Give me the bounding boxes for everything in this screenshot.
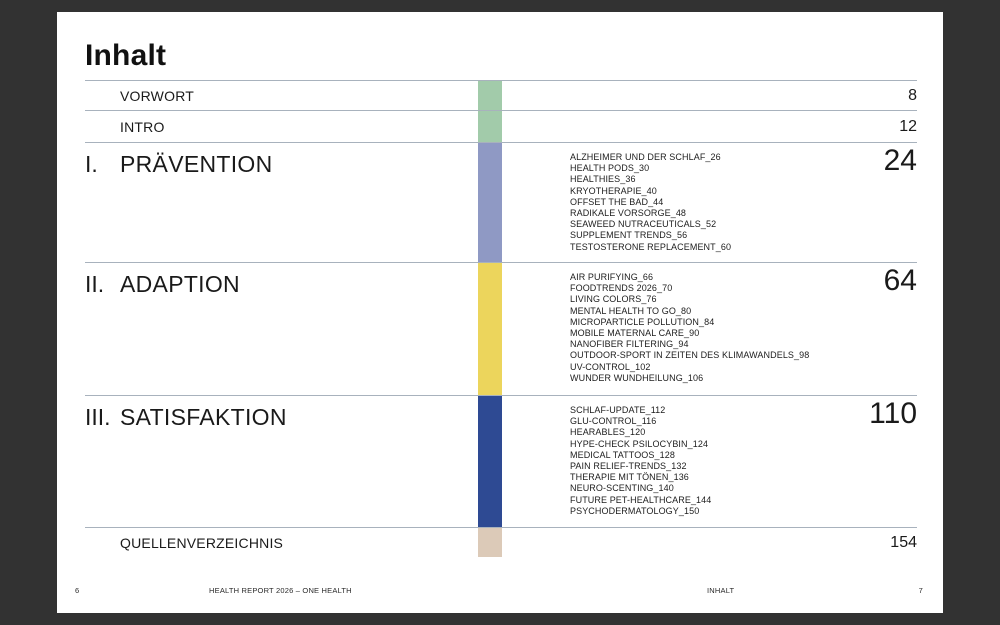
toc-row-adaption[interactable]: II. ADAPTION AIR PURIFYING_66 FOODTRENDS … xyxy=(85,262,917,395)
color-bar-satisfaktion xyxy=(478,396,502,527)
toc-row-label: INTRO xyxy=(120,118,165,135)
toc-sub-item: HEALTH PODS_30 xyxy=(570,163,650,174)
toc-sub-item: MENTAL HEALTH TO GO_80 xyxy=(570,305,692,316)
toc-sub-item-list: SCHLAF-UPDATE_112 GLU-CONTROL_116 HEARABLE… xyxy=(570,405,711,517)
toc-sub-item: PSYCHODERMATOLOGY_150 xyxy=(570,505,700,516)
toc-sub-item: WUNDER WUNDHEILUNG_106 xyxy=(570,372,704,383)
footer-left-page-number: 6 xyxy=(75,586,80,595)
toc-sub-item: SCHLAF-UPDATE_112 xyxy=(570,405,666,415)
document-page: Inhalt VORWORT 8 INTRO 12 I. PRÄVENTION … xyxy=(57,12,943,613)
toc-section-title: PRÄVENTION xyxy=(120,151,273,177)
color-bar-intro xyxy=(478,111,502,142)
color-bar-praevention xyxy=(478,143,502,262)
toc-row-label: QUELLENVERZEICHNIS xyxy=(120,534,284,551)
toc-sub-item: HEALTHIES_36 xyxy=(570,174,636,185)
toc-sub-item: OUTDOOR-SPORT IN ZEITEN DES KLIMAWANDELS… xyxy=(570,350,810,361)
toc-section-title: ADAPTION xyxy=(120,271,240,297)
toc-section-numeral: II. xyxy=(85,271,105,297)
toc-section-page-number: 110 xyxy=(869,397,917,430)
toc-row-intro[interactable]: INTRO 12 xyxy=(85,110,917,142)
color-bar-adaption xyxy=(478,263,502,395)
toc-sub-item: OFFSET THE BAD_44 xyxy=(570,196,664,207)
toc-row-label: VORWORT xyxy=(120,87,194,104)
toc-row-page-number: 12 xyxy=(899,117,917,135)
toc-row-quellenverzeichnis[interactable]: QUELLENVERZEICHNIS 154 xyxy=(85,527,917,557)
toc-sub-item: MEDICAL TATTOOS_128 xyxy=(570,449,675,460)
toc-section-page-number: 64 xyxy=(883,264,917,297)
toc-sub-item-list: AIR PURIFYING_66 FOODTRENDS 2026_70 LIVING… xyxy=(570,272,809,384)
toc-sub-item: HEARABLES_120 xyxy=(570,427,646,438)
toc-sub-item: AIR PURIFYING_66 xyxy=(570,272,654,282)
toc-sub-item-list: ALZHEIMER UND DER SCHLAF_26 HEALTH PODS_3… xyxy=(570,152,731,253)
footer-document-title: HEALTH REPORT 2026 – ONE HEALTH xyxy=(209,586,352,595)
toc-row-satisfaktion[interactable]: III. SATISFAKTION SCHLAF-UPDATE_112 GLU-C… xyxy=(85,395,917,527)
footer-section-name: INHALT xyxy=(707,586,735,595)
color-bar-vorwort xyxy=(478,81,502,110)
table-of-contents: VORWORT 8 INTRO 12 I. PRÄVENTION ALZHEIM… xyxy=(85,80,917,557)
toc-sub-item: UV-CONTROL_102 xyxy=(570,361,651,372)
page-footer: 6 HEALTH REPORT 2026 – ONE HEALTH INHALT… xyxy=(57,585,943,597)
toc-sub-item: MICROPARTICLE POLLUTION_84 xyxy=(570,316,715,327)
page-title: Inhalt xyxy=(85,39,167,72)
toc-sub-item: FOODTRENDS 2026_70 xyxy=(570,283,673,294)
footer-right-page-number: 7 xyxy=(918,586,923,595)
toc-row-page-number: 154 xyxy=(890,533,917,551)
toc-sub-item: MOBILE MATERNAL CARE_90 xyxy=(570,328,700,339)
toc-sub-item: SEAWEED NUTRACEUTICALS_52 xyxy=(570,219,717,230)
toc-sub-item: ALZHEIMER UND DER SCHLAF_26 xyxy=(570,152,721,162)
toc-sub-item: LIVING COLORS_76 xyxy=(570,294,657,305)
toc-sub-item: NANOFIBER FILTERING_94 xyxy=(570,339,689,350)
toc-sub-item: FUTURE PET-HEALTHCARE_144 xyxy=(570,494,712,505)
toc-sub-item: TESTOSTERONE REPLACEMENT_60 xyxy=(570,241,732,252)
toc-row-vorwort[interactable]: VORWORT 8 xyxy=(85,80,917,110)
toc-sub-item: RADIKALE VORSORGE_48 xyxy=(570,208,687,219)
toc-section-title: SATISFAKTION xyxy=(120,404,287,430)
toc-sub-item: SUPPLEMENT TRENDS_56 xyxy=(570,230,688,241)
toc-section-page-number: 24 xyxy=(883,144,917,177)
toc-sub-item: KRYOTHERAPIE_40 xyxy=(570,185,657,196)
toc-section-numeral: III. xyxy=(85,404,111,430)
color-bar-quellenverzeichnis xyxy=(478,528,502,557)
toc-row-praevention[interactable]: I. PRÄVENTION ALZHEIMER UND DER SCHLAF_2… xyxy=(85,142,917,262)
toc-sub-item: HYPE-CHECK PSILOCYBIN_124 xyxy=(570,438,709,449)
toc-sub-item: PAIN RELIEF-TRENDS_132 xyxy=(570,461,687,472)
toc-sub-item: THERAPIE MIT TÖNEN_136 xyxy=(570,472,689,483)
toc-sub-item: NEURO-SCENTING_140 xyxy=(570,483,674,494)
toc-row-page-number: 8 xyxy=(908,86,917,104)
toc-section-numeral: I. xyxy=(85,151,98,177)
toc-sub-item: GLU-CONTROL_116 xyxy=(570,416,657,427)
